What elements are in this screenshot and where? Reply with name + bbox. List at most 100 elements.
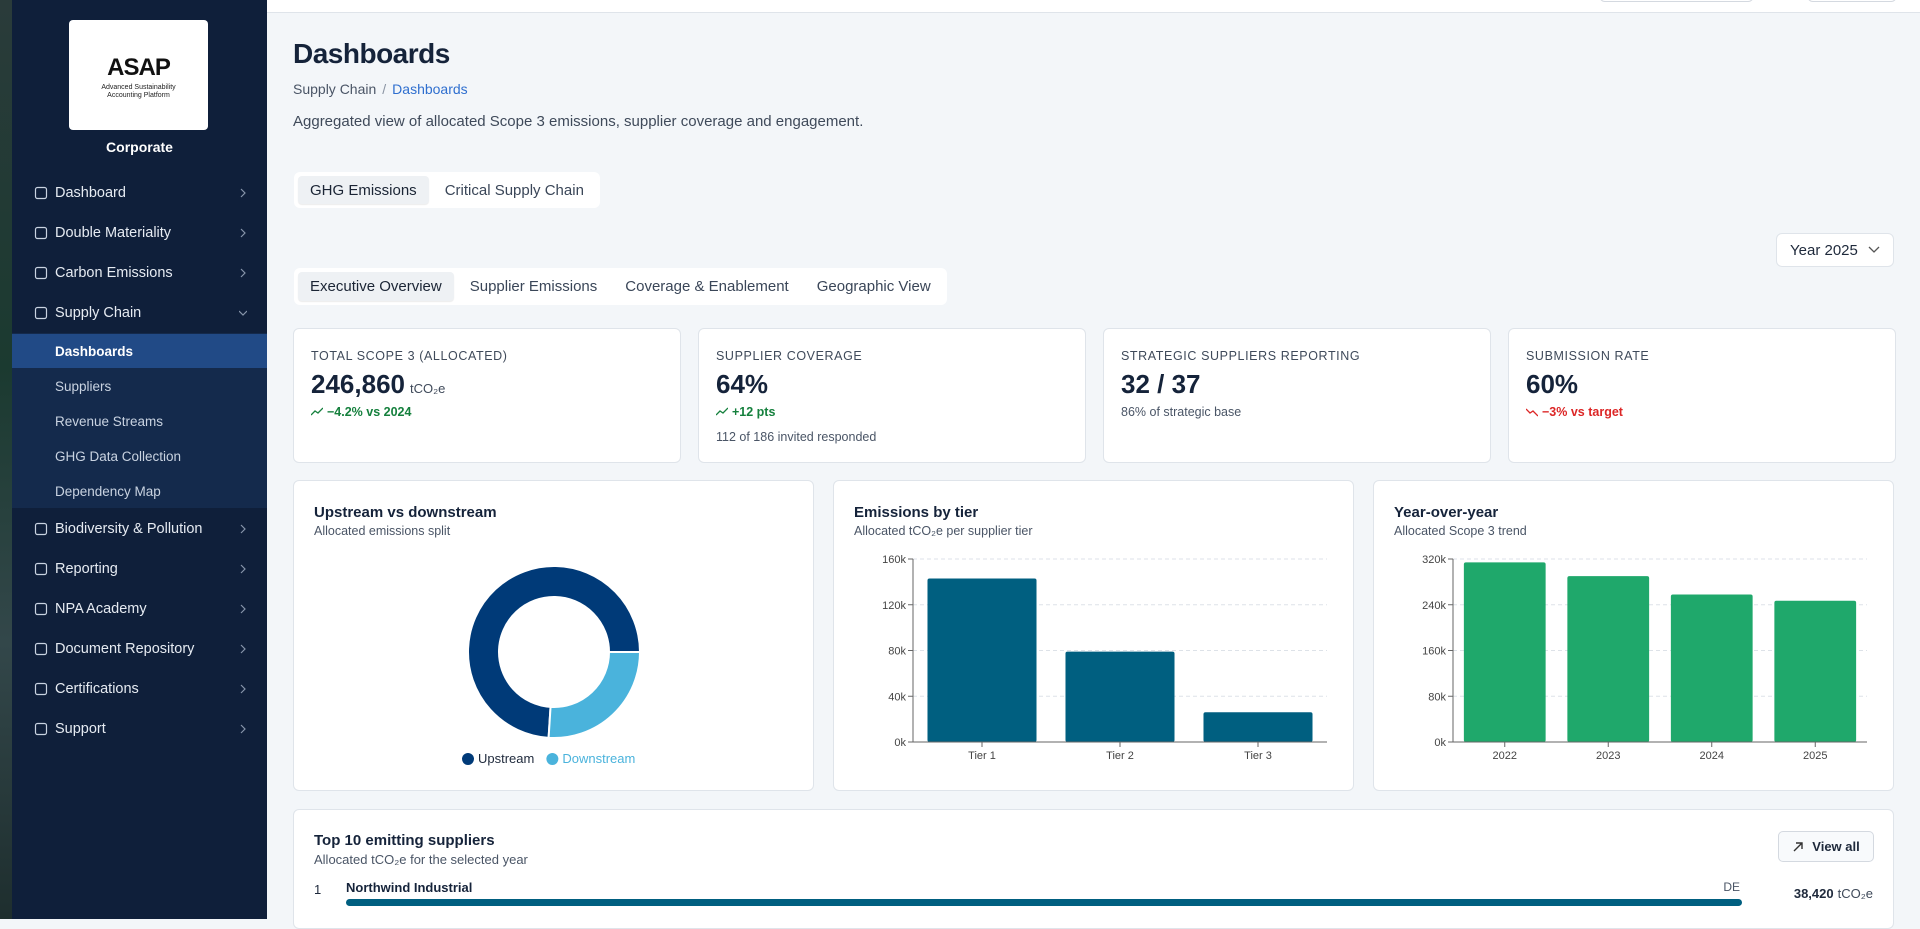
chevron: [240, 684, 246, 694]
x-tick-label: Tier 1: [968, 750, 996, 762]
kpi-value-row: 64%: [716, 369, 768, 400]
menu-item[interactable]: Supply Chain: [12, 293, 267, 333]
y-tick-label: 120k: [882, 600, 906, 612]
icon-shape: [34, 226, 48, 240]
menu-label: Document Repository: [55, 641, 195, 657]
bar: [1774, 600, 1857, 742]
kpi-unit: tCO₂e: [409, 381, 446, 396]
legend-swatch: [546, 753, 559, 765]
tab[interactable]: GHG Emissions: [298, 176, 429, 204]
supplier-country: DE: [1723, 880, 1740, 894]
chevron-shape: [239, 310, 247, 316]
bar: [1670, 594, 1753, 742]
menu-item[interactable]: Document Repository: [12, 629, 267, 669]
icon-shape: [34, 186, 48, 200]
chevron-shape: [240, 684, 246, 694]
menu-item[interactable]: Carbon Emissions: [12, 253, 267, 293]
chevron-shape: [240, 644, 246, 654]
kpi-value: 64%: [716, 369, 769, 399]
chevron: [240, 228, 246, 238]
y-tick-label: 80k: [888, 646, 906, 658]
kpi-delta: −4.2% vs 2024: [311, 405, 411, 419]
chevron-shape: [240, 268, 246, 278]
menu-item[interactable]: Biodiversity & Pollution: [12, 509, 267, 549]
chevron-shape: [240, 524, 246, 534]
kpi-card: SUBMISSION RATE 60% −3% vs target: [1508, 328, 1896, 463]
supplier-unit: tCO₂e: [1837, 886, 1873, 901]
year-select[interactable]: Year 2025: [1776, 233, 1894, 267]
tab[interactable]: Geographic View: [816, 278, 931, 295]
chart-card: Year-over-year Allocated Scope 3 trend 0k 8…: [1373, 480, 1894, 791]
menu-icon: [34, 642, 48, 656]
submenu-item[interactable]: Dashboards: [12, 334, 267, 369]
tab[interactable]: Critical Supply Chain: [444, 181, 584, 199]
chart: Year-over-year Allocated Scope 3 trend 0k 8…: [1394, 504, 1867, 762]
crumb[interactable]: Dashboards: [392, 81, 468, 97]
y-tick-label: 160k: [1422, 646, 1446, 658]
tab[interactable]: Coverage & Enablement: [625, 278, 789, 295]
logo-subtitle: Advanced Sustainability Accounting Platf…: [101, 84, 176, 99]
year-select-label: Year 2025: [1790, 241, 1858, 259]
submenu-item[interactable]: Suppliers: [12, 369, 267, 404]
menu-item[interactable]: Support: [12, 709, 267, 749]
menu-item[interactable]: NPA Academy: [12, 589, 267, 629]
chart: Emissions by tier Allocated tCO₂e per sup…: [854, 504, 1327, 762]
trend-icon: [716, 407, 728, 416]
breadcrumb: Supply Chain / Dashboards: [293, 81, 468, 97]
chevron: [240, 724, 246, 734]
tab[interactable]: Executive Overview: [298, 272, 454, 301]
bar: [1567, 576, 1650, 742]
chart-title: Year-over-year: [1394, 504, 1498, 521]
menu-item[interactable]: Reporting: [12, 549, 267, 589]
submenu-item[interactable]: Revenue Streams: [12, 404, 267, 439]
submenu-label: Suppliers: [55, 379, 112, 394]
trend-shape: [311, 407, 323, 416]
chevron: [240, 604, 246, 614]
icon-shape: [34, 306, 48, 320]
sidebar: ASAP Advanced Sustainability Accounting …: [0, 0, 267, 919]
submenu-item[interactable]: Dependency Map: [12, 474, 267, 509]
kpi-delta: +12 pts: [716, 405, 775, 419]
chart-card: Emissions by tier Allocated tCO₂e per sup…: [833, 480, 1354, 791]
supplier-value-row: 38,420 tCO₂e: [1794, 886, 1873, 901]
x-tick-label: Tier 2: [1106, 750, 1134, 762]
chevron-shape: [240, 228, 246, 238]
supplier-rank: 1: [314, 882, 322, 897]
chart-title: Emissions by tier: [854, 504, 978, 521]
submenu-item[interactable]: GHG Data Collection: [12, 439, 267, 474]
crumb-sep: /: [382, 81, 387, 97]
kpi-value: 60%: [1526, 369, 1579, 399]
crumb[interactable]: Supply Chain: [293, 81, 377, 97]
chart-subtitle: Allocated tCO₂e per supplier tier: [854, 524, 1033, 538]
pie-slice: [467, 565, 642, 739]
active-item-bg: [12, 334, 267, 368]
trend-shape: [716, 407, 728, 416]
menu-item[interactable]: Double Materiality: [12, 213, 267, 253]
submenu-label: Dashboards: [55, 344, 134, 359]
y-tick-label: 240k: [1422, 600, 1446, 612]
button-label: View all: [1812, 839, 1860, 854]
kpi-note: 86% of strategic base: [1121, 405, 1242, 419]
top-suppliers-card: Top 10 emitting suppliers Allocated tCO₂…: [293, 809, 1894, 929]
bar: [1463, 562, 1546, 742]
icon-shape: [34, 642, 48, 656]
view-all-button[interactable]: View all: [1778, 831, 1874, 862]
x-tick-label: Tier 3: [1244, 750, 1272, 762]
trend-icon: [311, 407, 323, 416]
legend-label: Downstream: [562, 751, 635, 766]
tab[interactable]: Supplier Emissions: [469, 278, 598, 295]
kpi-label: SUBMISSION RATE: [1526, 349, 1650, 363]
chevron: [240, 644, 246, 654]
top-button[interactable]: [1807, 0, 1897, 2]
menu-item[interactable]: Dashboard: [12, 173, 267, 213]
org-name: Corporate: [106, 139, 173, 155]
submenu-label: Revenue Streams: [55, 414, 164, 429]
menu-item[interactable]: Certifications: [12, 669, 267, 709]
page-title: Dashboards: [293, 38, 450, 69]
submenu-label: Dependency Map: [55, 484, 161, 499]
top-button[interactable]: [1599, 0, 1754, 2]
background-strip: [0, 0, 12, 919]
kpi-card: TOTAL SCOPE 3 (ALLOCATED) 246,860 tCO₂e −4.…: [293, 328, 681, 463]
y-tick-label: 0k: [1434, 737, 1446, 749]
menu-icon: [34, 602, 48, 616]
